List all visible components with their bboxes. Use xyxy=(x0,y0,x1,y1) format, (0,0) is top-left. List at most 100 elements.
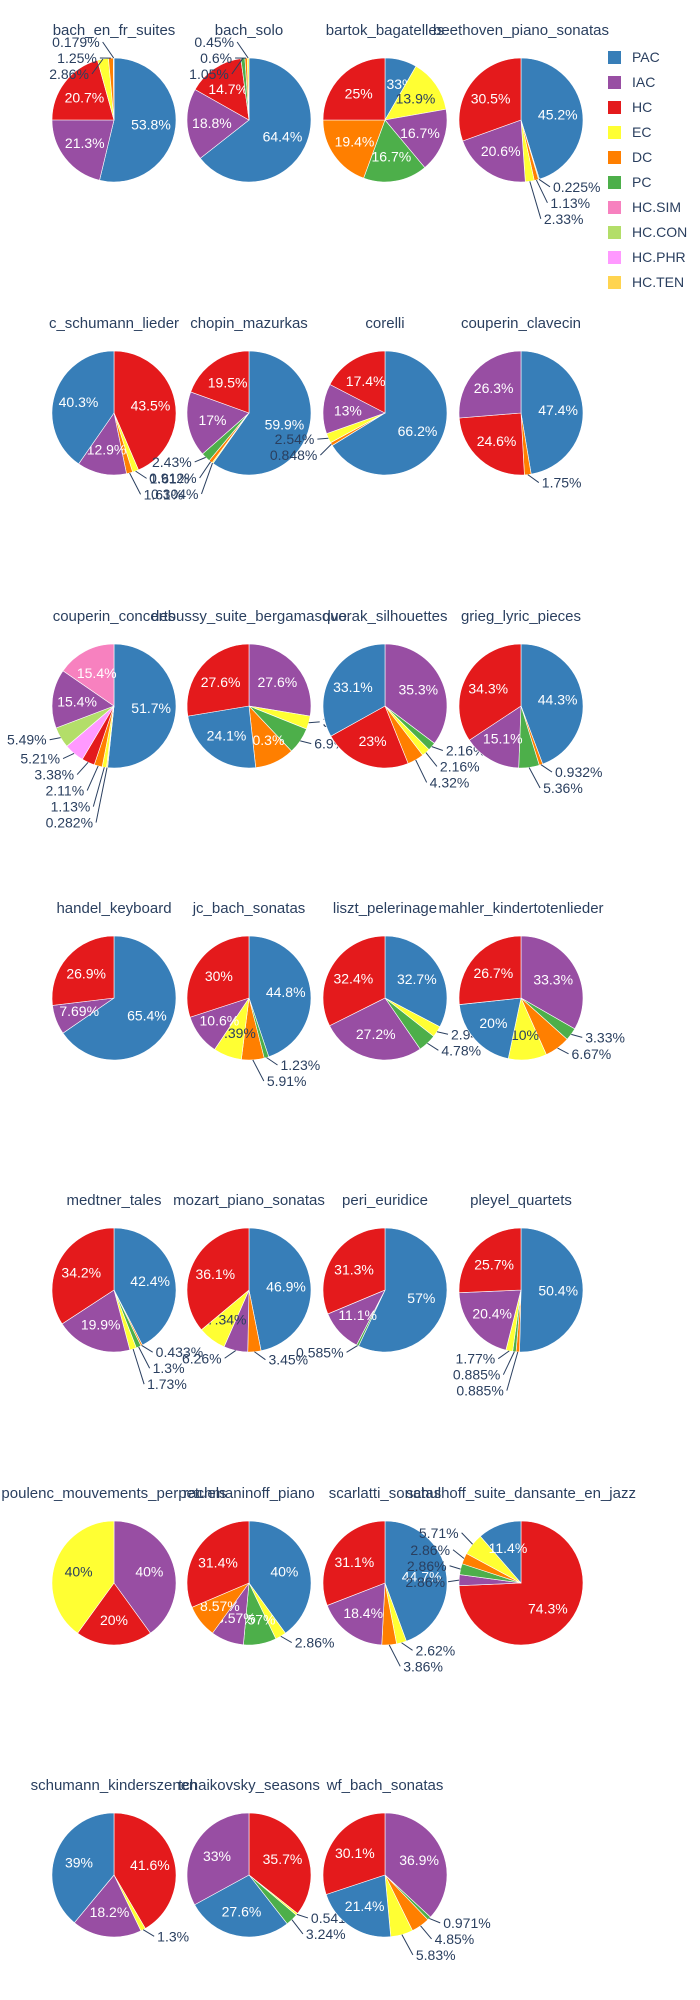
pie-slice-hc[interactable] xyxy=(186,935,250,1018)
pie-slice-pac[interactable] xyxy=(187,705,257,769)
legend-item-hc-phr[interactable]: HC.PHR xyxy=(608,249,686,265)
pie-slice-iac[interactable] xyxy=(186,89,250,159)
legend-label: EC xyxy=(632,124,651,140)
pie-slice-iac[interactable] xyxy=(384,1812,448,1918)
pie-slice-pac[interactable] xyxy=(331,350,448,476)
legend-item-dc[interactable]: DC xyxy=(608,149,652,165)
pie-slice-pac[interactable] xyxy=(322,643,386,737)
pie-slice-hc-sim[interactable] xyxy=(62,643,115,707)
pie-slice-hc[interactable] xyxy=(458,935,522,1005)
pie-slice-hc[interactable] xyxy=(458,412,525,476)
leader-line xyxy=(86,765,99,791)
pie-slice-hc[interactable] xyxy=(113,1812,177,1929)
pie-slice-hc[interactable] xyxy=(330,705,409,769)
pie-slice-pac[interactable] xyxy=(358,1227,448,1353)
legend-item-pc[interactable]: PC xyxy=(608,174,651,190)
legend-item-hc-con[interactable]: HC.CON xyxy=(608,224,687,240)
pie-slice-hc[interactable] xyxy=(458,1227,522,1294)
pie-slice-hc[interactable] xyxy=(186,1520,250,1608)
pie-slice-pac[interactable] xyxy=(212,350,312,476)
pie-slice-iac[interactable] xyxy=(329,997,421,1061)
pie-slice-dc[interactable] xyxy=(322,119,386,179)
pie-slice-pac[interactable] xyxy=(248,1520,312,1634)
pie-slice-ec[interactable] xyxy=(51,1520,115,1634)
pie-title: pleyel_quartets xyxy=(470,1192,572,1209)
pie-slice-hc[interactable] xyxy=(322,1520,386,1606)
pie-slice-hc[interactable] xyxy=(113,350,177,471)
slice-label: 15.4% xyxy=(77,665,117,681)
pie-slice-iac[interactable] xyxy=(384,643,448,744)
pie-slice-pac[interactable] xyxy=(62,935,177,1061)
pie-slice-pac[interactable] xyxy=(520,57,584,180)
pie-slice-pac[interactable] xyxy=(479,1520,522,1584)
pie-slice-pac[interactable] xyxy=(113,1227,177,1346)
pie-slice-pac[interactable] xyxy=(199,57,312,183)
legend-item-hc[interactable]: HC xyxy=(608,99,652,115)
legend[interactable]: PAC IAC HC EC DC PC HC.SIM HC.CON HC.PHR HC.TEN xyxy=(608,49,687,290)
slice-label-outside: 3.45% xyxy=(268,1352,308,1368)
pie-slice-pac[interactable] xyxy=(99,57,177,183)
pie-slice-hc[interactable] xyxy=(458,57,522,142)
pie-slice-pac[interactable] xyxy=(51,350,115,465)
slice-label: 19.5% xyxy=(208,375,248,391)
pie-slice-hc[interactable] xyxy=(322,57,386,121)
slice-label-outside: 5.49% xyxy=(7,732,47,748)
pie-title: bach_en_fr_suites xyxy=(53,22,176,39)
pie-slice-hc[interactable] xyxy=(248,1812,312,1914)
pie-slice-iac[interactable] xyxy=(326,1582,386,1646)
slice-label-outside: 2.33% xyxy=(544,211,584,227)
pie-slice-iac[interactable] xyxy=(61,1289,131,1353)
legend-item-iac[interactable]: IAC xyxy=(608,74,655,90)
pie-slice-iac[interactable] xyxy=(458,1289,522,1351)
pie-slice-hc[interactable] xyxy=(186,1227,250,1331)
pie-slice-pac[interactable] xyxy=(248,935,312,1058)
slice-label-outside: 0.304% xyxy=(151,486,198,502)
pie-slice-pac[interactable] xyxy=(325,1874,392,1938)
legend-item-ec[interactable]: EC xyxy=(608,124,651,140)
slice-label: 20.6% xyxy=(481,143,521,159)
pie-slice-pac[interactable] xyxy=(51,1812,115,1924)
pie-slice-hc[interactable] xyxy=(77,1582,151,1646)
pie-slice-hc[interactable] xyxy=(329,350,386,414)
pie-slice-hc[interactable] xyxy=(322,1227,386,1315)
pie-title: medtner_tales xyxy=(66,1192,161,1209)
pie-slice-iac[interactable] xyxy=(458,350,522,419)
pie-slice-hc[interactable] xyxy=(322,1812,386,1895)
pie-medtner-tales: medtner_tales 42.4% 19.9% 34.2% 0.433%1.3%1.… xyxy=(51,1192,203,1392)
slice-label-outside: 6.67% xyxy=(572,1046,612,1062)
pie-slice-iac[interactable] xyxy=(384,108,448,168)
legend-item-pac[interactable]: PAC xyxy=(608,49,660,65)
pie-slice-iac[interactable] xyxy=(520,935,584,1030)
pie-couperin-clavecin: couperin_clavecin 47.4% 24.6% 26.3% 1.75% xyxy=(458,315,584,491)
pie-slice-pac[interactable] xyxy=(519,1227,584,1353)
pie-slice-hc[interactable] xyxy=(51,935,115,1006)
pie-slice-hc[interactable] xyxy=(190,350,250,414)
pie-slice-hc[interactable] xyxy=(51,59,115,121)
pie-slice-pac[interactable] xyxy=(194,1874,288,1938)
pie-slice-hc[interactable] xyxy=(194,58,250,121)
pie-slice-ec[interactable] xyxy=(384,65,447,121)
pie-slice-iac[interactable] xyxy=(468,705,522,769)
pie-slice-pac[interactable] xyxy=(520,350,584,475)
pie-slice-iac[interactable] xyxy=(73,1874,142,1938)
pie-slice-hc[interactable] xyxy=(186,643,250,717)
pie-slice-hc[interactable] xyxy=(458,643,522,741)
pie-slice-pc[interactable] xyxy=(363,119,426,183)
pie-slice-iac[interactable] xyxy=(113,1520,177,1634)
pie-slice-pac[interactable] xyxy=(384,1520,448,1642)
pie-slice-pac[interactable] xyxy=(384,935,448,1028)
slice-label: 15.4% xyxy=(57,694,97,710)
pie-slice-iac[interactable] xyxy=(51,119,115,181)
legend-item-hc-ten[interactable]: HC.TEN xyxy=(608,274,684,290)
pie-slice-pac[interactable] xyxy=(520,643,584,765)
pie-couperin-concerts: couperin_concerts 51.7% 15.4% 15.4% 5.49% 5.2… xyxy=(7,608,177,831)
pie-slice-pac[interactable] xyxy=(248,1227,312,1352)
pie-slice-iac[interactable] xyxy=(186,1812,250,1906)
pie-slice-iac[interactable] xyxy=(51,670,115,729)
pie-slice-hc[interactable] xyxy=(322,935,386,1027)
pie-slice-hc[interactable] xyxy=(51,1227,115,1325)
pie-slice-iac[interactable] xyxy=(248,643,312,717)
pie-slice-pac[interactable] xyxy=(459,997,522,1060)
pie-slice-pac[interactable] xyxy=(107,643,177,769)
legend-item-hc-sim[interactable]: HC.SIM xyxy=(608,199,681,215)
